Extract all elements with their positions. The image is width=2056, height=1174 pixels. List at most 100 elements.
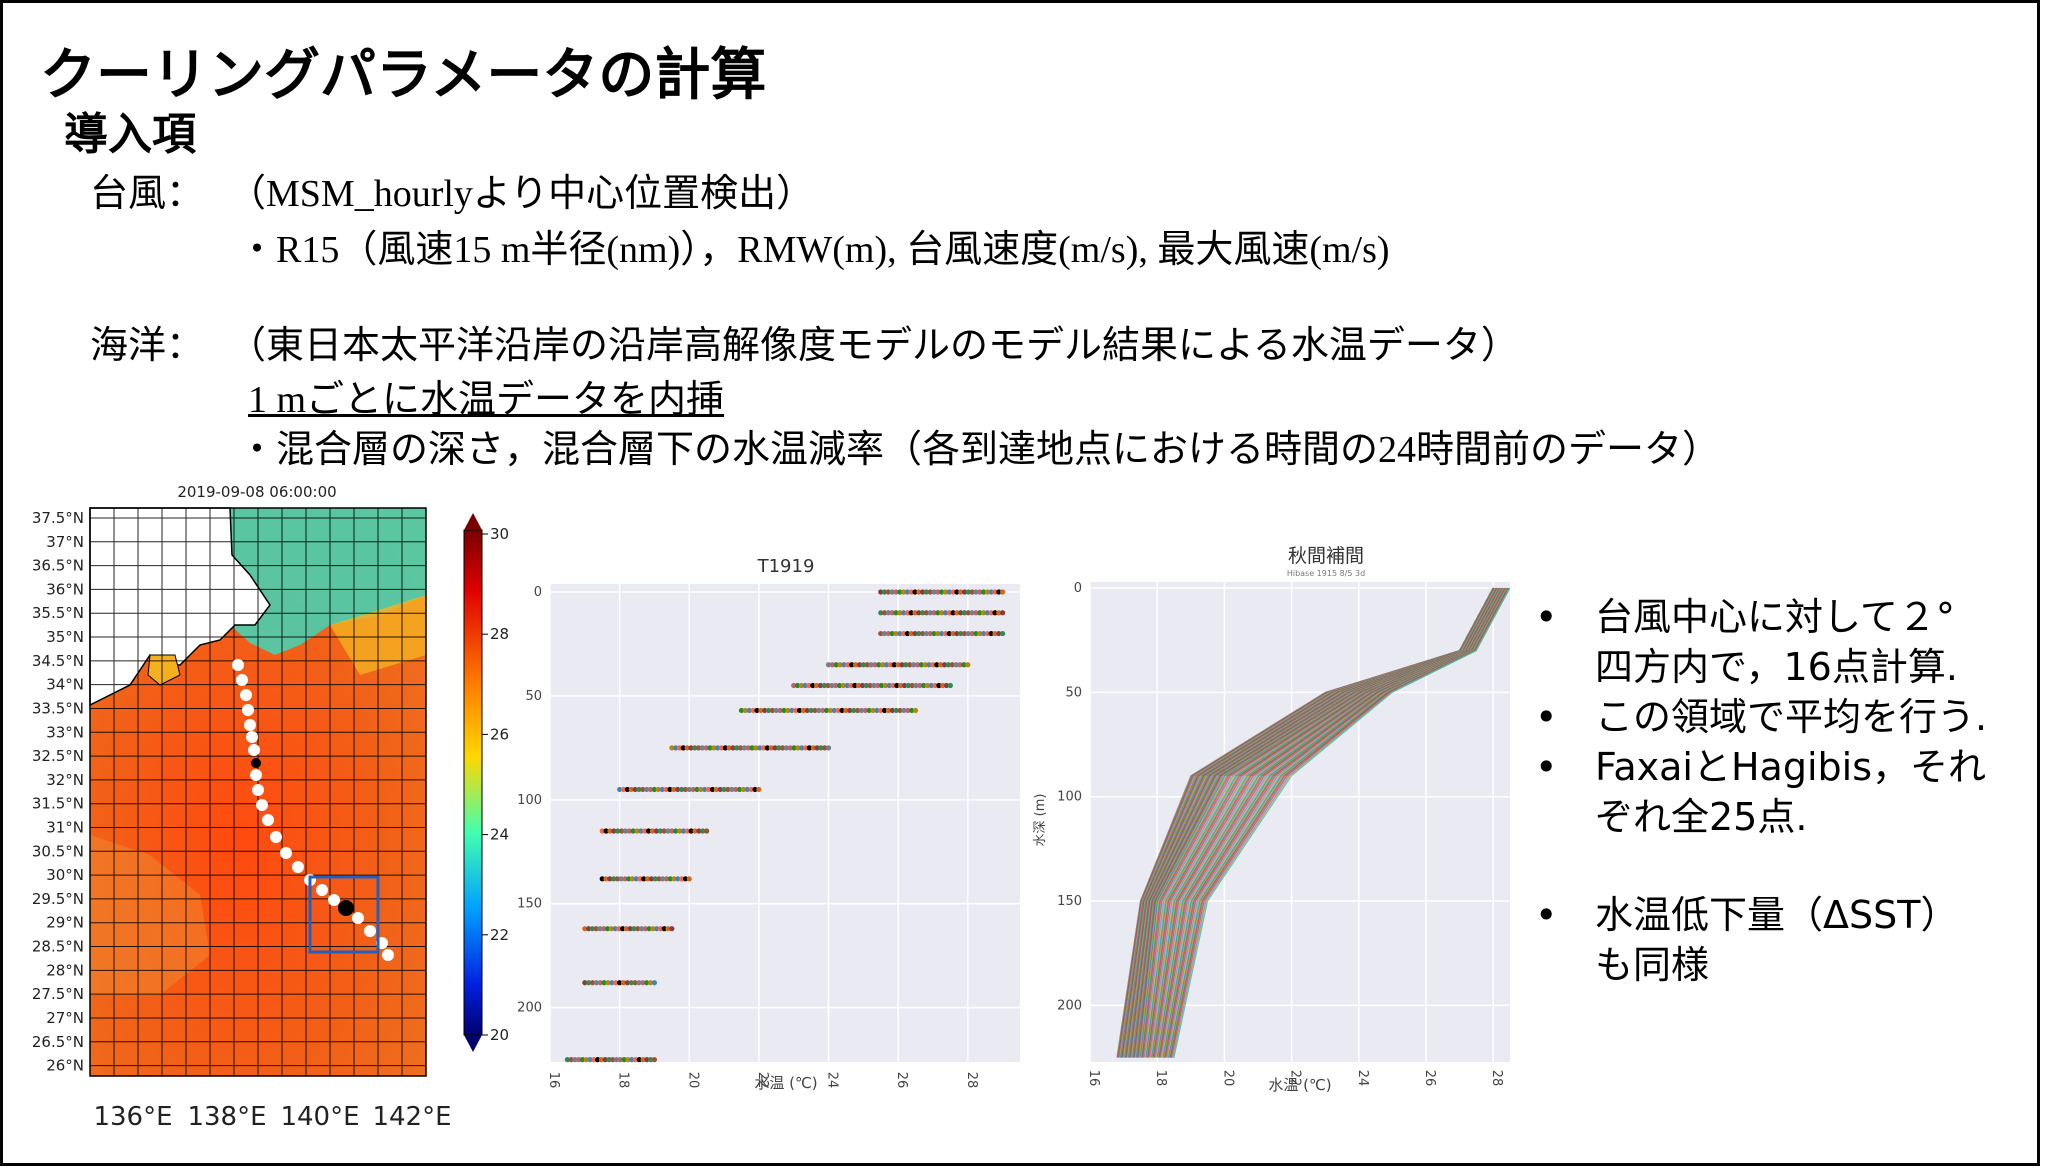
- plot1-point: [764, 745, 770, 751]
- plot2-title: 秋間補間: [1288, 545, 1364, 567]
- plot1-point: [632, 980, 638, 986]
- bullet-1-cont: 四方内で，16点計算.: [1595, 645, 1958, 689]
- ocean-desc: （東日本太平洋沿岸の沿岸高解像度モデルのモデル結果による水温データ）: [228, 325, 1519, 367]
- plot1-point: [699, 745, 706, 751]
- plot1-point: [688, 828, 694, 834]
- averaging-box: [308, 875, 380, 954]
- plot1-point: [923, 589, 930, 595]
- plot1-point: [642, 926, 648, 932]
- plot1-point: [831, 707, 837, 714]
- plot1-point: [945, 662, 952, 668]
- plot1-point: [938, 662, 944, 668]
- plot1-point: [969, 589, 975, 595]
- plot1-point: [597, 980, 603, 986]
- plot1-y-tick: 50: [525, 689, 542, 704]
- plot2-x-tick: 26: [1422, 1070, 1437, 1087]
- plot1-point: [661, 926, 667, 932]
- plot1-point: [812, 707, 818, 714]
- plot1-point: [622, 876, 628, 882]
- plot1-point: [657, 926, 664, 932]
- plot2-x-tick: 24: [1355, 1070, 1370, 1087]
- plot1-point: [810, 745, 816, 751]
- plot1-point: [864, 662, 870, 668]
- plot1-point: [736, 786, 743, 793]
- plot1-point: [748, 786, 754, 793]
- plot1-point: [899, 662, 905, 668]
- plot1-point: [613, 980, 619, 986]
- track-point: [248, 744, 260, 756]
- plot1-point: [931, 630, 937, 637]
- plot1-point: [676, 745, 683, 751]
- plot1-point: [949, 662, 955, 668]
- plot1-point: [841, 662, 847, 668]
- plot1-point: [867, 682, 873, 689]
- plot1-point: [684, 745, 690, 751]
- plot1-point: [669, 926, 675, 932]
- plot1-point: [882, 707, 888, 714]
- plot1-point: [887, 662, 894, 668]
- plot1-point: [866, 707, 872, 714]
- plot1-point: [760, 745, 767, 751]
- plot2-y-tick: 100: [1057, 790, 1082, 805]
- plot1-point: [942, 589, 949, 595]
- plot1-point: [718, 745, 725, 751]
- plot1-point: [702, 786, 708, 793]
- plot1-point: [750, 707, 756, 714]
- lat-label: 26.5°N: [32, 1033, 84, 1051]
- lat-label: 36.5°N: [32, 557, 84, 575]
- plot1-point: [863, 682, 869, 689]
- plot1-point: [794, 682, 801, 689]
- plot1-point: [655, 786, 661, 793]
- plot1-point: [856, 662, 863, 668]
- plot1-point: [787, 745, 793, 751]
- plot1-point: [901, 682, 908, 689]
- plot1-point: [610, 1057, 616, 1063]
- plot1-point: [783, 745, 790, 751]
- plot1-point: [965, 610, 971, 616]
- plot1-point: [644, 786, 650, 793]
- plot1-point: [675, 786, 681, 793]
- plot1-point: [810, 682, 816, 689]
- plot1-point: [688, 745, 694, 751]
- plot1-point: [927, 589, 933, 595]
- plot1-point: [682, 876, 689, 882]
- plot1-point: [700, 828, 706, 834]
- plot1-point: [642, 828, 648, 834]
- plot1-point: [602, 1057, 608, 1063]
- track-marker-black: [251, 758, 261, 768]
- plot1-point: [733, 786, 739, 793]
- plot1-point: [988, 589, 994, 595]
- plot1-point: [641, 876, 647, 882]
- plot1-point: [806, 745, 813, 751]
- lat-label: 32°N: [46, 771, 84, 789]
- plot1-point: [992, 589, 998, 595]
- lat-label: 29°N: [46, 914, 84, 932]
- plot1-point: [630, 828, 636, 834]
- plot1-point: [707, 745, 713, 751]
- plot1-point: [941, 662, 948, 668]
- track-point: [240, 689, 252, 701]
- colorbar-top-arrow: [464, 513, 482, 530]
- plot1-x-tick: 28: [964, 1072, 979, 1089]
- plot1-point: [695, 745, 702, 751]
- plot1-point: [795, 745, 801, 751]
- plot1-point: [636, 980, 642, 986]
- plot2-ylabel: 水深 (m): [1033, 794, 1048, 847]
- plot1-point: [814, 745, 820, 751]
- track-point: [262, 814, 274, 826]
- plot1-point: [568, 1057, 574, 1063]
- plot1-point: [673, 828, 679, 834]
- plot1-point: [878, 589, 884, 595]
- plot1-point: [729, 786, 735, 793]
- plot1-point: [939, 610, 945, 616]
- plot1-point: [907, 662, 913, 668]
- plot1-point: [638, 828, 644, 834]
- slide-subtitle: 導入項: [64, 109, 196, 160]
- lat-label: 33°N: [46, 723, 84, 741]
- lat-label: 36°N: [46, 580, 84, 598]
- map-title: 2019-09-08 06:00:00: [177, 483, 336, 501]
- colorbar-tick-label: 22: [490, 926, 509, 944]
- plot1-point: [634, 828, 640, 834]
- plot1-point: [954, 610, 960, 616]
- bullet-4: • 水温低下量（ΔSST）: [1535, 893, 1959, 937]
